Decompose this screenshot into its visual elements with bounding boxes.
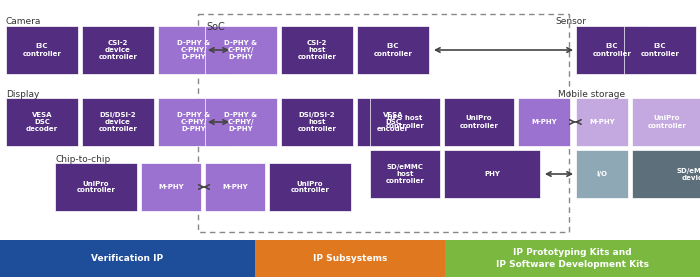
Bar (576, 98, 628, 146)
Bar (141, 163, 201, 211)
Text: PHY: PHY (484, 171, 500, 177)
Bar (518, 98, 570, 146)
Bar (576, 150, 628, 198)
Text: DSI/DSI-2
host
controller: DSI/DSI-2 host controller (298, 112, 337, 132)
Text: SD/eMMC
device: SD/eMMC device (677, 168, 700, 181)
Bar (198, 14, 569, 232)
Bar (82, 26, 154, 74)
Text: UniPro
controller: UniPro controller (290, 181, 330, 194)
Text: Mobile storage: Mobile storage (558, 90, 625, 99)
Text: IP Prototyping Kits and
IP Software Development Kits: IP Prototyping Kits and IP Software Deve… (496, 248, 649, 268)
Text: Display: Display (6, 90, 39, 99)
Bar (255, 240, 445, 277)
Bar (205, 26, 277, 74)
Text: IP Subsystems: IP Subsystems (313, 254, 387, 263)
Bar (281, 26, 353, 74)
Text: I3C
controller: I3C controller (640, 43, 680, 57)
Bar (357, 98, 429, 146)
Bar (357, 26, 429, 74)
Bar (205, 98, 277, 146)
Bar (0, 240, 255, 277)
Bar (445, 240, 700, 277)
Text: M-PHY: M-PHY (222, 184, 248, 190)
Bar (6, 98, 78, 146)
Text: I3C
controller: I3C controller (593, 43, 631, 57)
Text: I3C
controller: I3C controller (374, 43, 412, 57)
Bar (624, 26, 696, 74)
Bar (281, 98, 353, 146)
Bar (205, 163, 265, 211)
Text: SD/eMMC
host
controller: SD/eMMC host controller (386, 164, 424, 184)
Text: D-PHY &
C-PHY/
D-PHY: D-PHY & C-PHY/ D-PHY (177, 40, 211, 60)
Bar (158, 26, 230, 74)
Text: VESA
DSC
encoder: VESA DSC encoder (377, 112, 409, 132)
Text: UFS host
controller: UFS host controller (386, 116, 424, 129)
Text: UniPro
controller: UniPro controller (76, 181, 116, 194)
Text: M-PHY: M-PHY (158, 184, 184, 190)
Bar (576, 26, 648, 74)
Bar (632, 98, 700, 146)
Bar (444, 98, 514, 146)
Bar (632, 150, 700, 198)
Text: SoC: SoC (206, 22, 225, 32)
Text: D-PHY &
C-PHY/
D-PHY: D-PHY & C-PHY/ D-PHY (177, 112, 211, 132)
Text: D-PHY &
C-PHY/
D-PHY: D-PHY & C-PHY/ D-PHY (225, 112, 258, 132)
Text: UniPro
controller: UniPro controller (648, 116, 687, 129)
Text: I3C
controller: I3C controller (22, 43, 62, 57)
Text: Chip-to-chip: Chip-to-chip (55, 155, 111, 164)
Text: I/O: I/O (596, 171, 608, 177)
Text: Camera: Camera (6, 17, 41, 26)
Bar (370, 150, 440, 198)
Text: Sensor: Sensor (555, 17, 586, 26)
Text: D-PHY &
C-PHY/
D-PHY: D-PHY & C-PHY/ D-PHY (225, 40, 258, 60)
Bar (55, 163, 137, 211)
Bar (82, 98, 154, 146)
Bar (444, 150, 540, 198)
Text: M-PHY: M-PHY (589, 119, 615, 125)
Bar (370, 98, 440, 146)
Text: DSI/DSI-2
device
controller: DSI/DSI-2 device controller (99, 112, 137, 132)
Text: Verification IP: Verification IP (91, 254, 164, 263)
Text: CSI-2
host
controller: CSI-2 host controller (298, 40, 337, 60)
Text: VESA
DSC
decoder: VESA DSC decoder (26, 112, 58, 132)
Bar (158, 98, 230, 146)
Bar (6, 26, 78, 74)
Bar (269, 163, 351, 211)
Text: UniPro
controller: UniPro controller (460, 116, 498, 129)
Text: CSI-2
device
controller: CSI-2 device controller (99, 40, 137, 60)
Text: M-PHY: M-PHY (531, 119, 556, 125)
